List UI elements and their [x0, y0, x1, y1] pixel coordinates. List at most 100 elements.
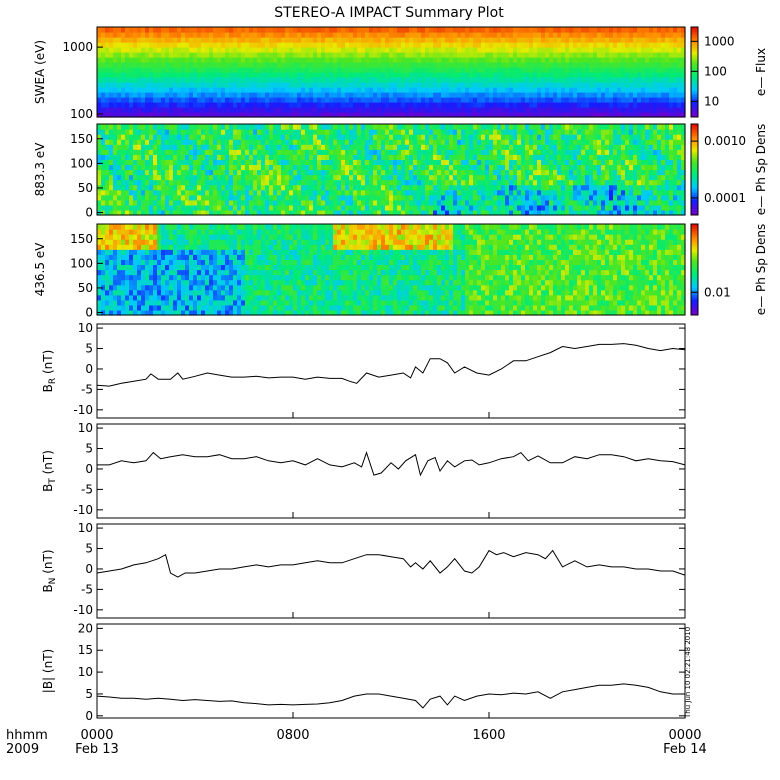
spectrogram-cell [301, 37, 306, 43]
spectrogram-cell [309, 204, 314, 211]
spectrogram-cell [157, 52, 162, 58]
spectrogram-cell [473, 184, 478, 191]
spectrogram-cell [677, 72, 682, 78]
spectrogram-cell [309, 179, 314, 186]
spectrogram-cell [313, 92, 318, 98]
spectrogram-cell [381, 82, 386, 88]
spectrogram-cell [149, 194, 154, 201]
spectrogram-cell [457, 144, 462, 150]
spectrogram-cell [449, 87, 454, 93]
spectrogram-cell [517, 204, 522, 211]
spectrogram-cell [461, 27, 466, 33]
spectrogram-cell [157, 92, 162, 98]
spectrogram-cell [285, 82, 290, 88]
spectrogram-cell [429, 102, 434, 108]
spectrogram-cell [365, 87, 370, 93]
spectrogram-cell [577, 37, 582, 43]
spectrogram-cell [577, 134, 582, 140]
spectrogram-cell [249, 57, 254, 63]
spectrogram-cell [525, 124, 530, 130]
spectrogram-cell [185, 52, 190, 58]
spectrogram-cell [113, 97, 118, 103]
spectrogram-cell [381, 67, 386, 73]
spectrogram-cell [265, 32, 270, 38]
spectrogram-cell [357, 97, 362, 103]
spectrogram-cell [361, 209, 366, 216]
spectrogram-cell [193, 204, 198, 211]
spectrogram-cell [153, 67, 158, 73]
spectrogram-cell [113, 179, 118, 186]
spectrogram-cell [233, 154, 238, 160]
spectrogram-cell [573, 82, 578, 88]
spectrogram-cell [305, 204, 310, 211]
spectrogram-cell [317, 134, 322, 140]
spectrogram-cell [361, 42, 366, 48]
spectrogram-cell [421, 124, 426, 130]
spectrogram-cell [537, 124, 542, 130]
spectrogram-cell [649, 97, 654, 103]
spectrogram-cell [353, 159, 358, 166]
spectrogram-cell [221, 47, 226, 53]
spectrogram-cell [377, 174, 382, 181]
spectrogram-cell [493, 77, 498, 83]
spectrogram-cell [229, 77, 234, 83]
spectrogram-cell [405, 209, 410, 216]
spectrogram-cell [173, 209, 178, 216]
spectrogram-cell [357, 42, 362, 48]
spectrogram-cell [533, 92, 538, 98]
spectrogram-cell [617, 107, 622, 113]
spectrogram-cell [277, 129, 282, 135]
spectrogram-cell [533, 199, 538, 206]
spectrogram-cell [517, 139, 522, 145]
spectrogram-cell [145, 139, 150, 145]
spectrogram-cell [409, 129, 414, 135]
spectrogram-cell [249, 199, 254, 206]
spectrogram-cell [109, 129, 114, 135]
spectrogram-cell [465, 179, 470, 186]
spectrogram-cell [149, 67, 154, 73]
spectrogram-cell [525, 92, 530, 98]
spectrogram-cell [517, 199, 522, 206]
spectrogram-cell [265, 62, 270, 68]
spectrogram-cell [529, 47, 534, 53]
spectrogram-cell [341, 209, 346, 216]
spectrogram-cell [321, 37, 326, 43]
spectrogram-cell [537, 42, 542, 48]
spectrogram-cell [397, 129, 402, 135]
spectrogram-cell [97, 57, 102, 63]
spectrogram-cell [605, 184, 610, 191]
spectrogram-cell [541, 27, 546, 33]
spectrogram-cell [601, 174, 606, 181]
spectrogram-cell [305, 77, 310, 83]
spectrogram-cell [545, 62, 550, 68]
spectrogram-cell [309, 189, 314, 196]
spectrogram-cell [569, 72, 574, 78]
spectrogram-cell [345, 62, 350, 68]
spectrogram-cell [289, 169, 294, 176]
spectrogram-cell [237, 134, 242, 140]
spectrogram-cell [593, 184, 598, 191]
spectrogram-cell [589, 87, 594, 93]
spectrogram-cell [221, 97, 226, 103]
spectrogram-cell [669, 67, 674, 73]
spectrogram-cell [301, 62, 306, 68]
spectrogram-cell [125, 144, 130, 150]
spectrogram-cell [561, 199, 566, 206]
spectrogram-cell [257, 144, 262, 150]
spectrogram-cell [197, 174, 202, 181]
spectrogram-cell [213, 27, 218, 33]
spectrogram-cell [401, 169, 406, 176]
spectrogram-cell [173, 107, 178, 113]
spectrogram-cell [565, 52, 570, 58]
spectrogram-cell [293, 154, 298, 160]
spectrogram-cell [137, 112, 142, 118]
spectrogram-cell [217, 97, 222, 103]
spectrogram-cell [309, 62, 314, 68]
spectrogram-cell [181, 62, 186, 68]
spectrogram-cell [109, 204, 114, 211]
spectrogram-cell [341, 112, 346, 118]
spectrogram-cell [497, 129, 502, 135]
spectrogram-cell [521, 87, 526, 93]
spectrogram-cell [485, 82, 490, 88]
spectrogram-cell [417, 179, 422, 186]
